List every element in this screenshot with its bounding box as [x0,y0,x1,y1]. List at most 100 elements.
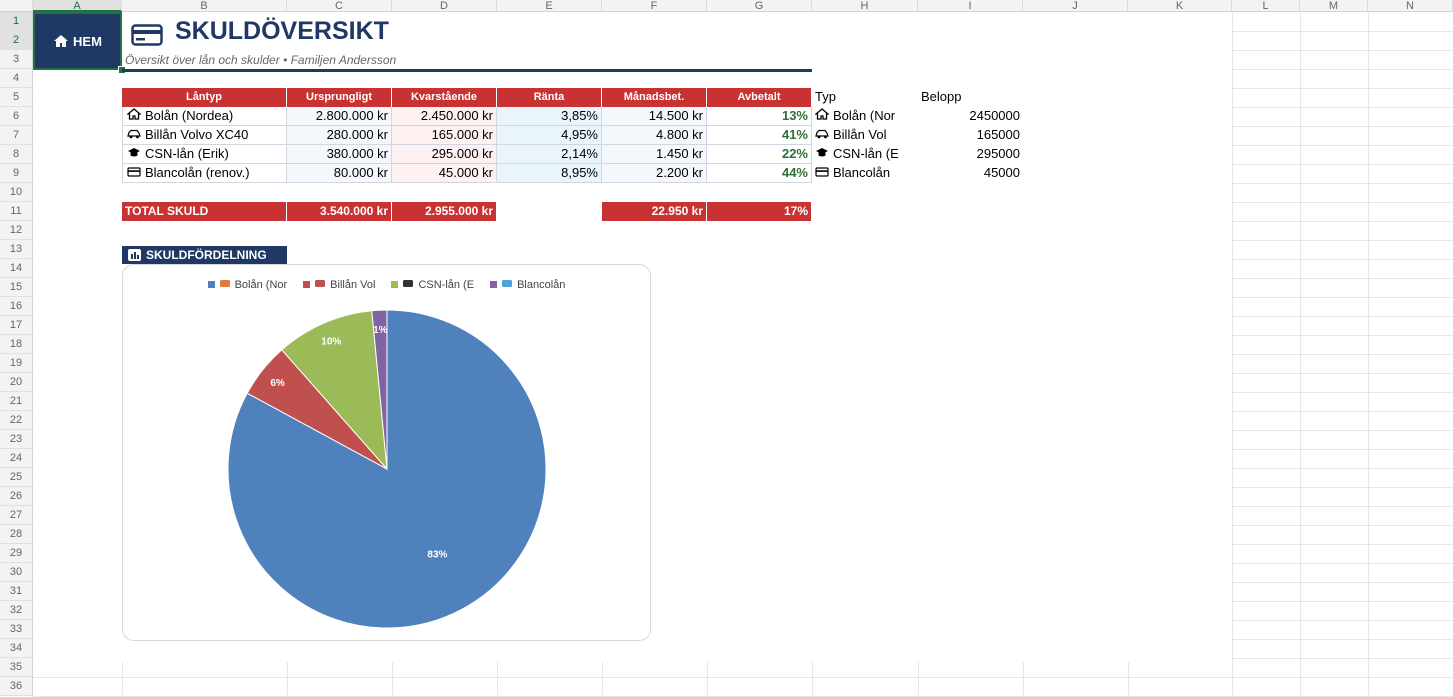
row-header-11[interactable]: 11 [0,202,33,221]
helper-type[interactable]: Billån Vol [815,126,918,145]
row-header-17[interactable]: 17 [0,316,33,335]
car-icon [815,126,829,144]
house-icon [219,278,231,291]
row-header-35[interactable]: 35 [0,658,33,677]
column-header-C[interactable]: C [287,0,392,12]
row-header-22[interactable]: 22 [0,411,33,430]
row-header-6[interactable]: 6 [0,107,33,126]
row-header-7[interactable]: 7 [0,126,33,145]
row-header-8[interactable]: 8 [0,145,33,164]
row-header-10[interactable]: 10 [0,183,33,202]
table-cell-paid[interactable]: 13% [707,107,812,126]
row-header-25[interactable]: 25 [0,468,33,487]
table-cell-monthly[interactable]: 1.450 kr [602,145,707,164]
column-header-H[interactable]: H [812,0,918,12]
row-header-28[interactable]: 28 [0,525,33,544]
row-header-34[interactable]: 34 [0,639,33,658]
column-header-F[interactable]: F [602,0,707,12]
row-header-36[interactable]: 36 [0,677,33,696]
row-header-12[interactable]: 12 [0,221,33,240]
helper-amount[interactable]: 165000 [976,127,1020,142]
table-cell-remaining[interactable]: 45.000 kr [392,164,497,183]
table-cell-original[interactable]: 280.000 kr [287,126,392,145]
house-icon [126,107,142,125]
row-header-14[interactable]: 14 [0,259,33,278]
row-header-21[interactable]: 21 [0,392,33,411]
table-cell-paid[interactable]: 22% [707,145,812,164]
helper-amount[interactable]: 295000 [976,146,1020,161]
select-all-corner[interactable] [0,0,33,12]
row-header-30[interactable]: 30 [0,563,33,582]
table-cell-rate[interactable]: 2,14% [497,145,602,164]
table-cell-paid[interactable]: 41% [707,126,812,145]
helper-amount[interactable]: 2450000 [969,108,1020,123]
table-cell-original[interactable]: 80.000 kr [287,164,392,183]
helper-amount[interactable]: 45000 [983,165,1020,180]
column-header-E[interactable]: E [497,0,602,12]
table-cell-monthly[interactable]: 4.800 kr [602,126,707,145]
legend-label: Bolån (Nor [234,278,288,291]
row-header-20[interactable]: 20 [0,373,33,392]
pie-slice-3[interactable] [371,309,388,470]
column-header-D[interactable]: D [392,0,497,12]
table-cell-monthly[interactable]: 2.200 kr [602,164,707,183]
table-cell-original[interactable]: 380.000 kr [287,145,392,164]
chart-icon [128,249,141,261]
table-cell-type[interactable]: Bolån (Nordea) [122,107,287,126]
row-header-9[interactable]: 9 [0,164,33,183]
row-header-2[interactable]: 2 [0,31,33,50]
column-header-G[interactable]: G [707,0,812,12]
legend-item[interactable]: Bolån (Nor [207,278,288,291]
row-header-5[interactable]: 5 [0,88,33,107]
table-cell-paid[interactable]: 44% [707,164,812,183]
helper-type[interactable]: Blancolån [815,164,918,183]
gridline-vertical [1232,12,1233,695]
table-cell-rate[interactable]: 3,85% [497,107,602,126]
table-cell-type[interactable]: Blancolån (renov.) [122,164,287,183]
row-header-4[interactable]: 4 [0,69,33,88]
row-header-3[interactable]: 3 [0,50,33,69]
legend-item[interactable]: CSN-lån (E [391,278,474,291]
table-cell-type[interactable]: Billån Volvo XC40 [122,126,287,145]
row-header-26[interactable]: 26 [0,487,33,506]
table-cell-remaining[interactable]: 295.000 kr [392,145,497,164]
home-button[interactable]: HEM [33,12,122,70]
row-header-29[interactable]: 29 [0,544,33,563]
helper-type[interactable]: Bolån (Nor [815,107,918,126]
column-header-K[interactable]: K [1128,0,1232,12]
table-cell-remaining[interactable]: 165.000 kr [392,126,497,145]
legend-item[interactable]: Billån Vol [303,278,375,291]
row-header-13[interactable]: 13 [0,240,33,259]
column-header-M[interactable]: M [1300,0,1368,12]
helper-type[interactable]: CSN-lån (E [815,145,918,164]
legend-label: CSN-lån (E [418,278,475,291]
table-cell-rate[interactable]: 4,95% [497,126,602,145]
row-header-33[interactable]: 33 [0,620,33,639]
row-header-18[interactable]: 18 [0,335,33,354]
row-header-31[interactable]: 31 [0,582,33,601]
table-cell-remaining[interactable]: 2.450.000 kr [392,107,497,126]
pie-slice-2[interactable] [281,310,388,471]
column-header-A[interactable]: A [33,0,122,12]
column-header-N[interactable]: N [1368,0,1453,12]
row-header-15[interactable]: 15 [0,278,33,297]
row-header-24[interactable]: 24 [0,449,33,468]
row-header-16[interactable]: 16 [0,297,33,316]
column-header-L[interactable]: L [1232,0,1300,12]
column-header-B[interactable]: B [122,0,287,12]
row-header-23[interactable]: 23 [0,430,33,449]
row-header-1[interactable]: 1 [0,12,33,31]
table-cell-type[interactable]: CSN-lån (Erik) [122,145,287,164]
row-header-19[interactable]: 19 [0,354,33,373]
row-header-32[interactable]: 32 [0,601,33,620]
table-cell-rate[interactable]: 8,95% [497,164,602,183]
column-header-J[interactable]: J [1023,0,1128,12]
column-header-I[interactable]: I [918,0,1023,12]
legend-item[interactable]: Blancolån [490,278,565,291]
table-header-3: Ränta [497,88,602,107]
table-cell-original[interactable]: 2.800.000 kr [287,107,392,126]
table-cell-monthly[interactable]: 14.500 kr [602,107,707,126]
grad-cap-icon [402,278,414,291]
row-header-27[interactable]: 27 [0,506,33,525]
pie-chart[interactable]: Bolån (Nor Billån Vol CSN-lån (E Blancolån … [122,264,651,641]
